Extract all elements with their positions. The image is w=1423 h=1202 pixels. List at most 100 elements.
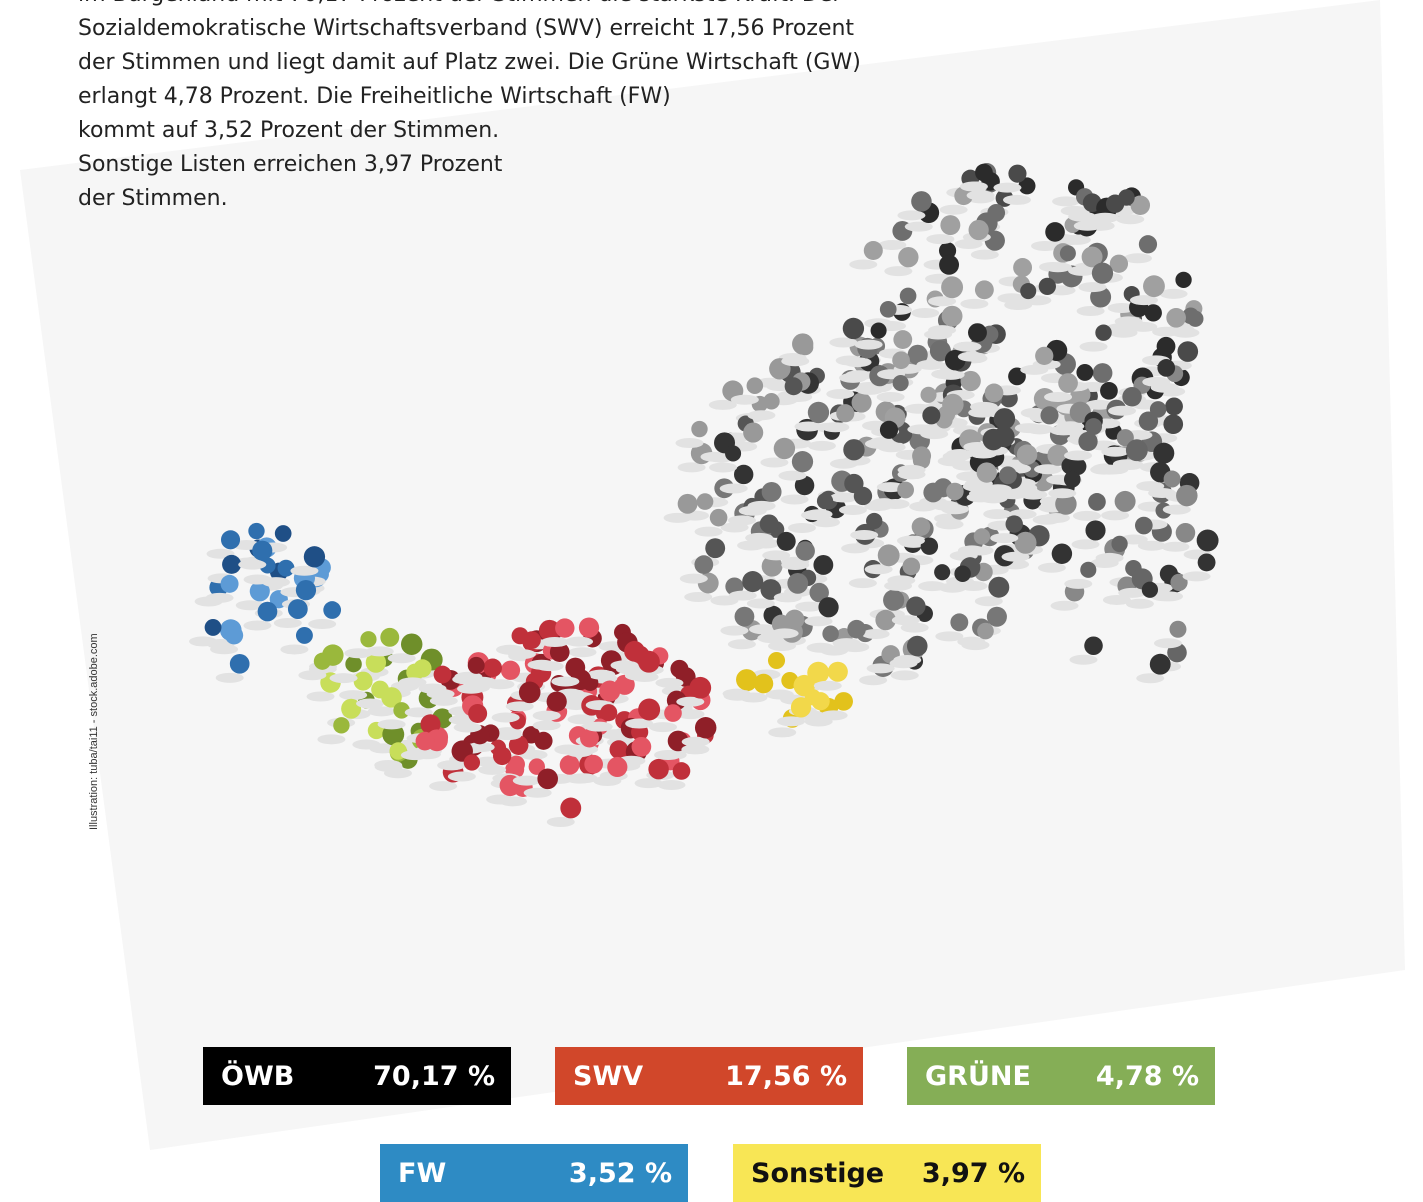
figure-shadow — [541, 637, 569, 647]
figure-shadow — [830, 493, 858, 503]
crowd-figure — [747, 377, 764, 394]
crowd-figure — [1060, 245, 1076, 261]
figure-shadow — [1155, 591, 1183, 601]
crowd-figure — [1100, 382, 1118, 400]
figure-shadow — [317, 734, 345, 744]
crowd-figure — [852, 393, 872, 413]
figure-shadow — [1072, 539, 1100, 549]
figure-shadow — [884, 266, 912, 276]
figure-shadow — [970, 402, 998, 412]
crowd-figure — [942, 306, 963, 327]
figure-shadow — [960, 299, 988, 309]
figure-shadow — [570, 773, 598, 783]
figure-shadow — [990, 533, 1018, 543]
crowd-figure — [547, 691, 567, 711]
crowd-figure — [777, 532, 796, 551]
figure-shadow — [720, 626, 748, 636]
crowd-figure — [599, 681, 620, 702]
figure-shadow — [936, 519, 964, 529]
crowd-figure — [225, 626, 243, 644]
crowd-figure — [314, 653, 331, 670]
figure-shadow — [419, 684, 447, 694]
figure-shadow — [865, 439, 893, 449]
crowd-figure — [987, 607, 1007, 627]
crowd-figure — [791, 697, 811, 717]
figure-shadow — [308, 619, 336, 629]
figure-shadow — [850, 530, 878, 540]
crowd-figure — [1084, 636, 1103, 655]
crowd-figure — [847, 620, 866, 639]
crowd-figure — [673, 762, 691, 780]
crowd-figure — [969, 220, 989, 240]
figure-shadow — [547, 817, 575, 827]
crowd-figure — [843, 439, 864, 460]
figure-shadow — [1183, 571, 1211, 581]
figure-shadow — [1101, 447, 1129, 457]
crowd-figure — [555, 618, 574, 637]
figure-shadow — [206, 593, 234, 603]
crowd-figure — [900, 288, 917, 305]
figure-shadow — [807, 643, 835, 653]
crowd-figure — [610, 740, 629, 759]
figure-shadow — [1038, 563, 1066, 573]
crowd-figure — [560, 755, 580, 775]
figure-shadow — [429, 781, 457, 791]
crowd-figure — [977, 623, 994, 640]
crowd-figure — [1150, 654, 1171, 675]
crowd-figure — [1197, 530, 1219, 552]
crowd-figure — [985, 384, 1004, 403]
figure-shadow — [1154, 638, 1182, 648]
figure-shadow — [565, 747, 593, 757]
figure-shadow — [748, 501, 776, 511]
crowd-figure — [1175, 272, 1191, 288]
figure-shadow — [1064, 450, 1092, 460]
crowd-figure — [1106, 195, 1124, 213]
figure-shadow — [675, 438, 703, 448]
figure-shadow — [905, 222, 933, 232]
figure-shadow — [1025, 424, 1053, 434]
figure-shadow — [1020, 365, 1048, 375]
crowd-figure — [565, 658, 585, 678]
figure-shadow — [728, 639, 756, 649]
figure-shadow — [1108, 406, 1136, 416]
crowd-figure — [1076, 364, 1093, 381]
figure-shadow — [492, 713, 520, 723]
crowd-figure — [624, 641, 645, 662]
figure-shadow — [768, 727, 796, 737]
figure-shadow — [1052, 196, 1080, 206]
crowd-figure — [940, 215, 960, 235]
legend-value: 17,56 % — [725, 1061, 847, 1092]
figure-shadow — [801, 510, 829, 520]
crowd-figure — [880, 301, 897, 318]
crowd-figure — [278, 560, 295, 577]
crowd-figure — [1139, 411, 1158, 430]
crowd-figure — [333, 717, 349, 733]
figure-shadow — [635, 778, 663, 788]
figure-shadow — [1004, 300, 1032, 310]
intro-line: erlangt 4,78 Prozent. Die Freiheitliche … — [78, 80, 861, 114]
figure-shadow — [454, 723, 482, 733]
crowd-figure — [523, 631, 541, 649]
legend-box: ÖWB70,17 % — [203, 1047, 511, 1105]
legend-box: FW3,52 % — [380, 1144, 688, 1202]
crowd-figure — [416, 732, 435, 751]
intro-line: kommt auf 3,52 Prozent der Stimmen. — [78, 114, 861, 148]
figure-shadow — [330, 673, 358, 683]
crowd-figure — [1115, 491, 1136, 512]
crowd-figure — [1157, 337, 1176, 356]
crowd-figure — [1035, 347, 1053, 365]
crowd-figure — [695, 717, 716, 738]
crowd-figure — [1039, 278, 1056, 295]
crowd-figure — [968, 323, 987, 342]
crowd-figure — [1135, 517, 1153, 535]
figure-shadow — [891, 670, 919, 680]
crowd-figure — [323, 601, 341, 619]
figure-shadow — [1051, 601, 1079, 611]
figure-shadow — [1068, 266, 1096, 276]
crowd-figure — [898, 247, 918, 267]
crowd-figure — [897, 482, 914, 499]
figure-shadow — [939, 583, 967, 593]
figure-shadow — [593, 776, 621, 786]
crowd-figure — [1006, 515, 1023, 532]
figure-shadow — [928, 325, 956, 335]
